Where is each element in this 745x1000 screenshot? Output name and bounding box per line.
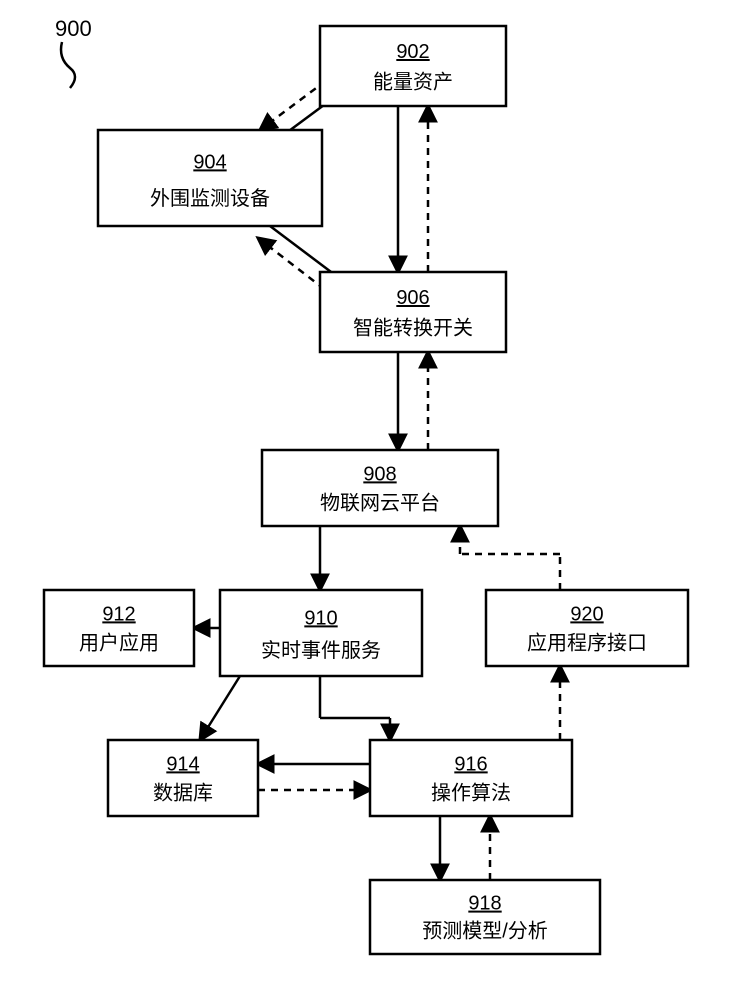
node-916 — [370, 740, 572, 816]
node-label-902: 能量资产 — [373, 70, 453, 93]
node-label-910: 实时事件服务 — [261, 639, 381, 662]
node-ref-920: 920 — [570, 603, 603, 625]
node-ref-906: 906 — [396, 287, 429, 309]
node-906 — [320, 272, 506, 352]
node-label-914: 数据库 — [153, 781, 213, 804]
node-918 — [370, 880, 600, 954]
figure-hook — [61, 42, 75, 88]
node-ref-918: 918 — [468, 893, 501, 915]
node-912 — [44, 590, 194, 666]
node-label-906: 智能转换开关 — [353, 316, 473, 339]
flowchart-diagram: 900 902 能量资产 904 外围监测设备 906 智能转换开关 908 物联网云平台 910… — [0, 0, 745, 1000]
node-label-908: 物联网云平台 — [320, 491, 440, 514]
figure-number: 900 — [55, 16, 92, 41]
node-ref-904: 904 — [193, 151, 226, 173]
node-902 — [320, 26, 506, 106]
node-label-920: 应用程序接口 — [527, 631, 647, 654]
node-ref-914: 914 — [166, 753, 199, 775]
node-label-904: 外围监测设备 — [150, 187, 270, 210]
node-904 — [98, 130, 322, 226]
node-ref-912: 912 — [102, 603, 135, 625]
node-908 — [262, 450, 498, 526]
node-label-916: 操作算法 — [431, 781, 511, 804]
node-ref-910: 910 — [304, 607, 337, 629]
node-914 — [108, 740, 258, 816]
flow-arrow — [200, 676, 240, 740]
node-910 — [220, 590, 422, 676]
nodes-layer — [44, 26, 688, 954]
node-label-912: 用户应用 — [79, 631, 159, 654]
node-ref-902: 902 — [396, 41, 429, 63]
node-ref-908: 908 — [363, 463, 396, 485]
node-920 — [486, 590, 688, 666]
node-label-918: 预测模型/分析 — [422, 920, 548, 943]
node-ref-916: 916 — [454, 753, 487, 775]
